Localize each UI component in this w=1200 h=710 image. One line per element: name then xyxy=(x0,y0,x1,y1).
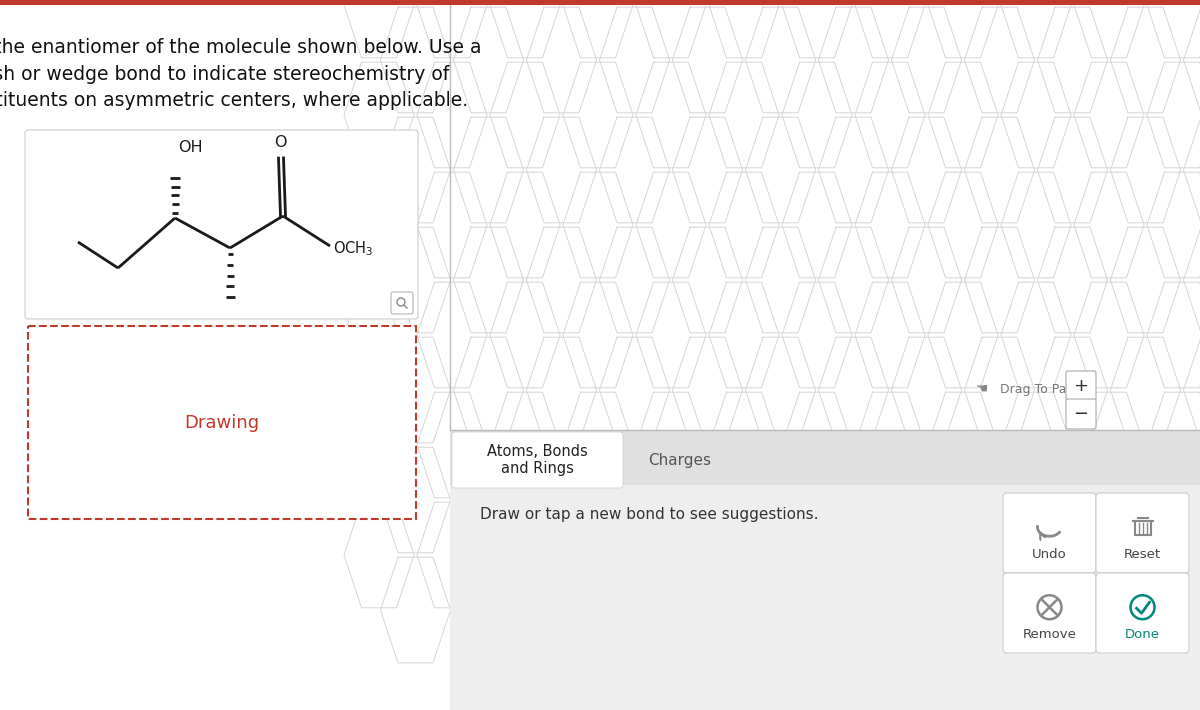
FancyBboxPatch shape xyxy=(1066,399,1096,429)
FancyBboxPatch shape xyxy=(1066,371,1096,401)
Text: OH: OH xyxy=(178,140,203,155)
Text: Atoms, Bonds
and Rings: Atoms, Bonds and Rings xyxy=(487,444,588,476)
Text: −: − xyxy=(1074,405,1088,423)
Text: Undo: Undo xyxy=(1032,549,1067,562)
Bar xyxy=(450,0,1200,430)
Bar xyxy=(450,430,1200,710)
Text: Drawing: Drawing xyxy=(185,413,259,432)
Bar xyxy=(450,485,1200,710)
Bar xyxy=(28,326,416,519)
FancyBboxPatch shape xyxy=(1096,573,1189,653)
Bar xyxy=(0,0,1200,5)
Bar xyxy=(1134,521,1151,535)
Text: Drag To Pan: Drag To Pan xyxy=(1000,383,1074,396)
FancyBboxPatch shape xyxy=(452,432,623,488)
FancyBboxPatch shape xyxy=(1003,493,1096,573)
FancyBboxPatch shape xyxy=(391,292,413,314)
Text: Done: Done xyxy=(1126,628,1160,642)
Text: Draw or tap a new bond to see suggestions.: Draw or tap a new bond to see suggestion… xyxy=(480,508,818,523)
Text: OCH$_3$: OCH$_3$ xyxy=(334,240,373,258)
Text: ☚: ☚ xyxy=(976,383,989,397)
Text: Reset: Reset xyxy=(1124,549,1162,562)
FancyBboxPatch shape xyxy=(1096,493,1189,573)
Text: Charges: Charges xyxy=(648,452,712,467)
Text: O: O xyxy=(274,135,287,150)
Text: Remove: Remove xyxy=(1022,628,1076,642)
FancyBboxPatch shape xyxy=(1003,573,1096,653)
Bar xyxy=(0,0,450,710)
Text: Draw the enantiomer of the molecule shown below. Use a
dash or wedge bond to ind: Draw the enantiomer of the molecule show… xyxy=(0,38,481,110)
FancyBboxPatch shape xyxy=(25,130,418,319)
Text: +: + xyxy=(1074,377,1088,395)
